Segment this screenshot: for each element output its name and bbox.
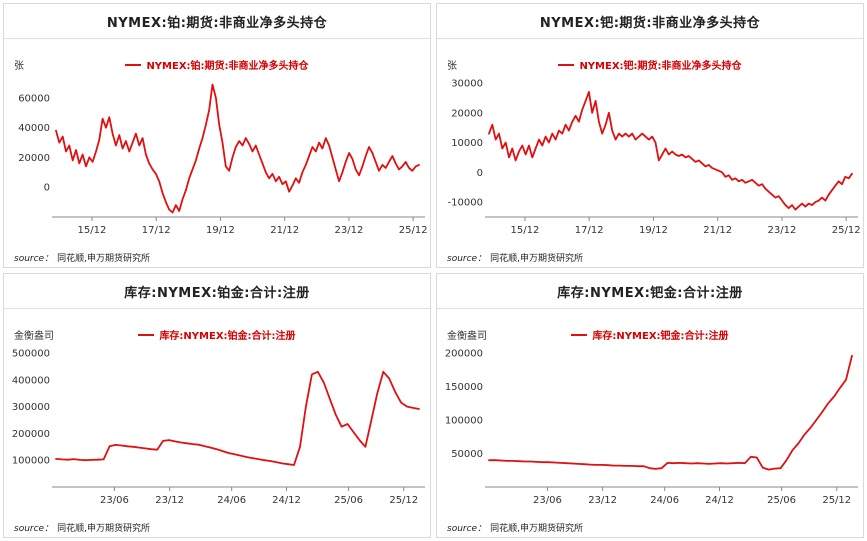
- source-row: source： 同花顺,申万期货研究所: [4, 247, 430, 264]
- source-label: source：: [14, 254, 54, 264]
- source-row: source： 同花顺,申万期货研究所: [437, 247, 863, 264]
- chart-area: 张 NYMEX:铂:期货:非商业净多头持仓 15/12 17/12 19/12 21/…: [4, 39, 430, 247]
- y-tick-label: 100000: [445, 416, 483, 427]
- source-text: 同花顺,申万期货研究所: [490, 524, 583, 534]
- source-label: source：: [447, 254, 487, 264]
- panel-title: 库存:NYMEX:钯金:合计:注册: [437, 274, 863, 309]
- y-tick-label: 0: [44, 183, 50, 194]
- y-tick-label: 60000: [18, 93, 50, 104]
- line-chart: 23/06 23/12 24/06 24/12 25/06 25/12 50000 10000…: [445, 349, 858, 506]
- panel-title: NYMEX:铂:期货:非商业净多头持仓: [4, 4, 430, 39]
- y-axis-unit-label: 金衡盎司: [447, 331, 487, 342]
- x-tick-label: 17/12: [142, 225, 171, 236]
- chart-line: [488, 90, 853, 211]
- x-tick-label: 21/12: [703, 225, 732, 236]
- chart-panel-platinum-inventory: 库存:NYMEX:铂金:合计:注册 金衡盎司 库存:NYMEX:铂金:合计:注册…: [3, 273, 431, 538]
- y-tick-label: 150000: [445, 382, 483, 393]
- source-text: 同花顺,申万期货研究所: [57, 254, 150, 264]
- legend-line-icon: [125, 64, 142, 66]
- x-tick-label: 15/12: [511, 225, 540, 236]
- y-axis-unit-label: 张: [447, 61, 457, 72]
- y-tick-label: 20000: [451, 108, 483, 119]
- x-tick-label: 23/06: [533, 495, 562, 506]
- chart-area: 金衡盎司 库存:NYMEX:铂金:合计:注册 23/06 23/12 24/06 24…: [4, 309, 430, 517]
- legend-line-icon: [558, 64, 575, 66]
- x-tick-label: 23/12: [588, 495, 617, 506]
- x-tick-label: 23/12: [335, 225, 364, 236]
- y-tick-label: 100000: [12, 456, 50, 467]
- chart-legend: NYMEX:铂:期货:非商业净多头持仓: [4, 57, 430, 72]
- chart-line: [55, 83, 420, 214]
- chart-line: [55, 370, 420, 466]
- chart-panel-platinum-net-long: NYMEX:铂:期货:非商业净多头持仓 张 NYMEX:铂:期货:非商业净多头持…: [3, 3, 431, 268]
- x-tick-label: 25/06: [334, 495, 363, 506]
- panel-title: 库存:NYMEX:铂金:合计:注册: [4, 274, 430, 309]
- x-tick-label: 23/12: [768, 225, 797, 236]
- chart-area: 金衡盎司 库存:NYMEX:钯金:合计:注册 23/06 23/12 24/06 24…: [437, 309, 863, 517]
- chart-legend: 库存:NYMEX:铂金:合计:注册: [4, 327, 430, 342]
- chart-panel-palladium-net-long: NYMEX:钯:期货:非商业净多头持仓 张 NYMEX:钯:期货:非商业净多头持…: [436, 3, 864, 268]
- chart-legend: NYMEX:钯:期货:非商业净多头持仓: [437, 57, 863, 72]
- x-tick-label: 23/12: [155, 495, 184, 506]
- legend-label: NYMEX:钯:期货:非商业净多头持仓: [579, 61, 742, 72]
- line-chart: 15/12 17/12 19/12 21/12 23/12 25/12 -10000 0 100…: [448, 79, 861, 237]
- x-tick-label: 24/06: [650, 495, 679, 506]
- source-text: 同花顺,申万期货研究所: [57, 524, 150, 534]
- y-tick-label: 50000: [451, 449, 483, 460]
- source-row: source： 同花顺,申万期货研究所: [437, 517, 863, 534]
- y-axis-unit-label: 金衡盎司: [14, 331, 54, 342]
- y-tick-label: 300000: [12, 402, 50, 413]
- y-axis-unit-label: 张: [14, 61, 24, 72]
- legend-line-icon: [571, 334, 588, 336]
- legend-label: 库存:NYMEX:钯金:合计:注册: [592, 331, 729, 342]
- chart-panel-palladium-inventory: 库存:NYMEX:钯金:合计:注册 金衡盎司 库存:NYMEX:钯金:合计:注册…: [436, 273, 864, 538]
- source-row: source： 同花顺,申万期货研究所: [4, 517, 430, 534]
- x-tick-label: 25/12: [822, 495, 851, 506]
- legend-label: NYMEX:铂:期货:非商业净多头持仓: [146, 61, 309, 72]
- source-label: source：: [14, 524, 54, 534]
- legend-line-icon: [138, 334, 155, 336]
- y-tick-label: 30000: [451, 79, 483, 90]
- y-tick-label: 10000: [451, 138, 483, 149]
- x-tick-label: 23/06: [100, 495, 129, 506]
- legend-label: 库存:NYMEX:铂金:合计:注册: [159, 331, 296, 342]
- x-tick-label: 21/12: [270, 225, 299, 236]
- x-tick-label: 15/12: [78, 225, 107, 236]
- x-tick-label: 25/12: [399, 225, 428, 236]
- y-tick-label: 0: [477, 168, 483, 179]
- x-tick-label: 25/06: [767, 495, 796, 506]
- y-tick-label: 400000: [12, 375, 50, 386]
- y-tick-label: 200000: [12, 429, 50, 440]
- x-tick-label: 24/12: [705, 495, 734, 506]
- line-chart: 15/12 17/12 19/12 21/12 23/12 25/12 0 20000 4000…: [18, 83, 428, 236]
- y-tick-label: 40000: [18, 123, 50, 134]
- chart-line: [488, 354, 853, 471]
- x-tick-label: 25/12: [832, 225, 861, 236]
- x-tick-label: 19/12: [206, 225, 235, 236]
- y-tick-label: 20000: [18, 153, 50, 164]
- x-tick-label: 24/06: [217, 495, 246, 506]
- x-tick-label: 24/12: [272, 495, 301, 506]
- panel-title: NYMEX:钯:期货:非商业净多头持仓: [437, 4, 863, 39]
- source-text: 同花顺,申万期货研究所: [490, 254, 583, 264]
- chart-area: 张 NYMEX:钯:期货:非商业净多头持仓 15/12 17/12 19/12 21/…: [437, 39, 863, 247]
- line-chart: 23/06 23/12 24/06 24/12 25/06 25/12 100000 2000…: [12, 349, 425, 506]
- chart-legend: 库存:NYMEX:钯金:合计:注册: [437, 327, 863, 342]
- x-tick-label: 25/12: [389, 495, 418, 506]
- y-tick-label: 500000: [12, 349, 50, 360]
- x-tick-label: 19/12: [639, 225, 668, 236]
- source-label: source：: [447, 524, 487, 534]
- x-tick-label: 17/12: [575, 225, 604, 236]
- y-tick-label: -10000: [448, 198, 483, 209]
- y-tick-label: 200000: [445, 349, 483, 360]
